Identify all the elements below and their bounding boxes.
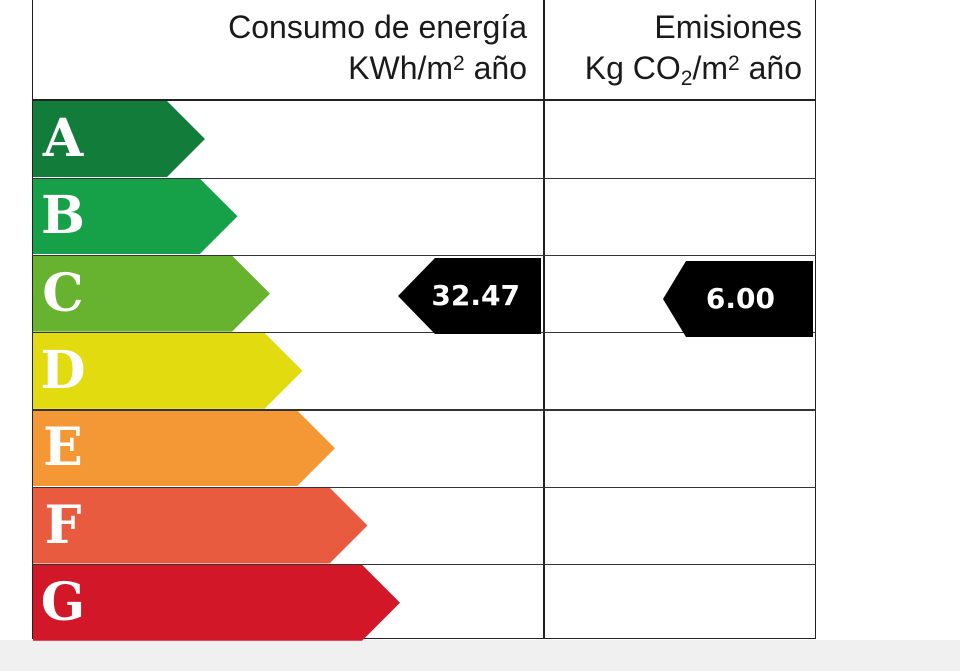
energy-label-frame xyxy=(32,0,816,639)
emissions-header-title: Emisiones xyxy=(654,9,802,45)
energy-rating-value: 32.47 xyxy=(431,279,520,312)
row-divider xyxy=(32,332,816,334)
energy-band-c xyxy=(33,255,270,332)
energy-header-unit: KWh/m2 año xyxy=(348,50,527,86)
energy-band-letter: D xyxy=(40,339,86,401)
energy-band-letter: G xyxy=(40,571,86,633)
row-divider xyxy=(32,564,816,566)
energy-consumption-header: Consumo de energía KWh/m2 año xyxy=(40,7,527,89)
emissions-rating-marker: 6.00 xyxy=(663,261,813,337)
energy-band-letter: C xyxy=(42,262,84,324)
energy-band-f xyxy=(33,487,368,564)
energy-band-e xyxy=(33,410,335,487)
energy-band-d xyxy=(33,332,303,409)
row-divider xyxy=(32,409,816,411)
column-divider xyxy=(543,0,545,639)
energy-band-letter: B xyxy=(41,185,85,247)
emissions-header-unit: Kg CO2/m2 año xyxy=(584,50,802,90)
energy-band-letter: E xyxy=(43,417,83,479)
row-divider xyxy=(32,177,816,179)
emissions-rating-value: 6.00 xyxy=(705,282,775,315)
header-divider xyxy=(32,99,816,101)
energy-header-title: Consumo de energía xyxy=(228,9,527,45)
row-divider xyxy=(32,254,816,256)
page-bottom-strip xyxy=(0,640,960,671)
energy-band-g xyxy=(33,564,400,641)
emissions-header: Emisiones Kg CO2/m2 año xyxy=(548,7,802,89)
energy-band-a xyxy=(33,101,205,177)
row-divider xyxy=(32,486,816,488)
energy-band-letter: F xyxy=(44,494,82,556)
energy-band-letter: A xyxy=(42,108,84,169)
energy-band-b xyxy=(33,178,238,255)
